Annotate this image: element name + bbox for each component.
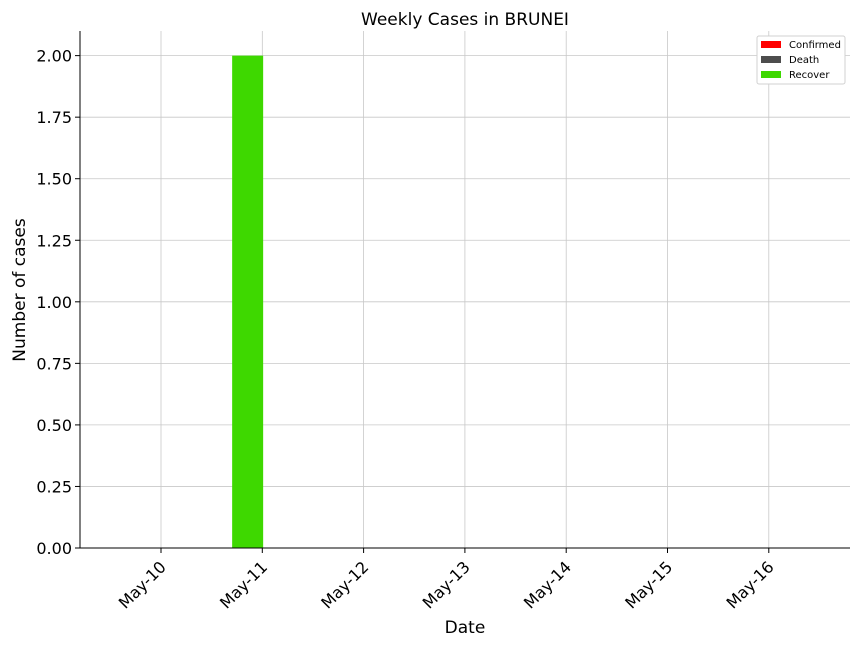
y-tick-label: 1.50 xyxy=(36,170,72,189)
legend-swatch-recover xyxy=(761,71,781,78)
y-tick-label: 0.50 xyxy=(36,416,72,435)
y-tick-label: 1.00 xyxy=(36,293,72,312)
x-tick-label: May-13 xyxy=(419,557,474,612)
legend-swatch-confirmed xyxy=(761,41,781,48)
legend-label-recover: Recover xyxy=(789,70,830,81)
legend-label-confirmed: Confirmed xyxy=(789,40,841,51)
y-tick-label: 1.25 xyxy=(36,231,72,250)
y-tick-label: 0.25 xyxy=(36,477,72,496)
grid-layer xyxy=(80,31,850,549)
x-axis-label: Date xyxy=(445,618,486,638)
legend-items: Confirmed Death Recover xyxy=(761,40,841,81)
x-tick-label: May-11 xyxy=(216,557,271,612)
legend-swatch-death xyxy=(761,56,781,63)
x-tick-label: May-10 xyxy=(115,557,170,612)
y-tick-label: 0.00 xyxy=(36,539,72,558)
y-tick-label: 0.75 xyxy=(36,354,72,373)
bar-layer xyxy=(232,55,264,548)
x-tick-label: May-12 xyxy=(317,557,372,612)
x-tick-label: May-16 xyxy=(723,557,778,612)
legend-label-death: Death xyxy=(789,55,819,66)
x-tick-label: May-15 xyxy=(621,557,676,612)
y-tick-labels: 0.00 0.25 0.50 0.75 1.00 1.25 1.50 1.75 2.00 xyxy=(36,47,80,558)
chart-title: Weekly Cases in BRUNEI xyxy=(361,10,569,30)
x-tick-labels: May-10 May-11 May-12 May-13 May-14 May-15 May-… xyxy=(115,548,778,613)
y-tick-label: 2.00 xyxy=(36,47,72,66)
y-tick-label: 1.75 xyxy=(36,108,72,127)
legend: Confirmed Death Recover xyxy=(756,35,846,85)
y-axis-label: Number of cases xyxy=(10,218,30,362)
x-tick-label: May-14 xyxy=(520,557,575,612)
bar-recover-may-11 xyxy=(232,55,264,548)
